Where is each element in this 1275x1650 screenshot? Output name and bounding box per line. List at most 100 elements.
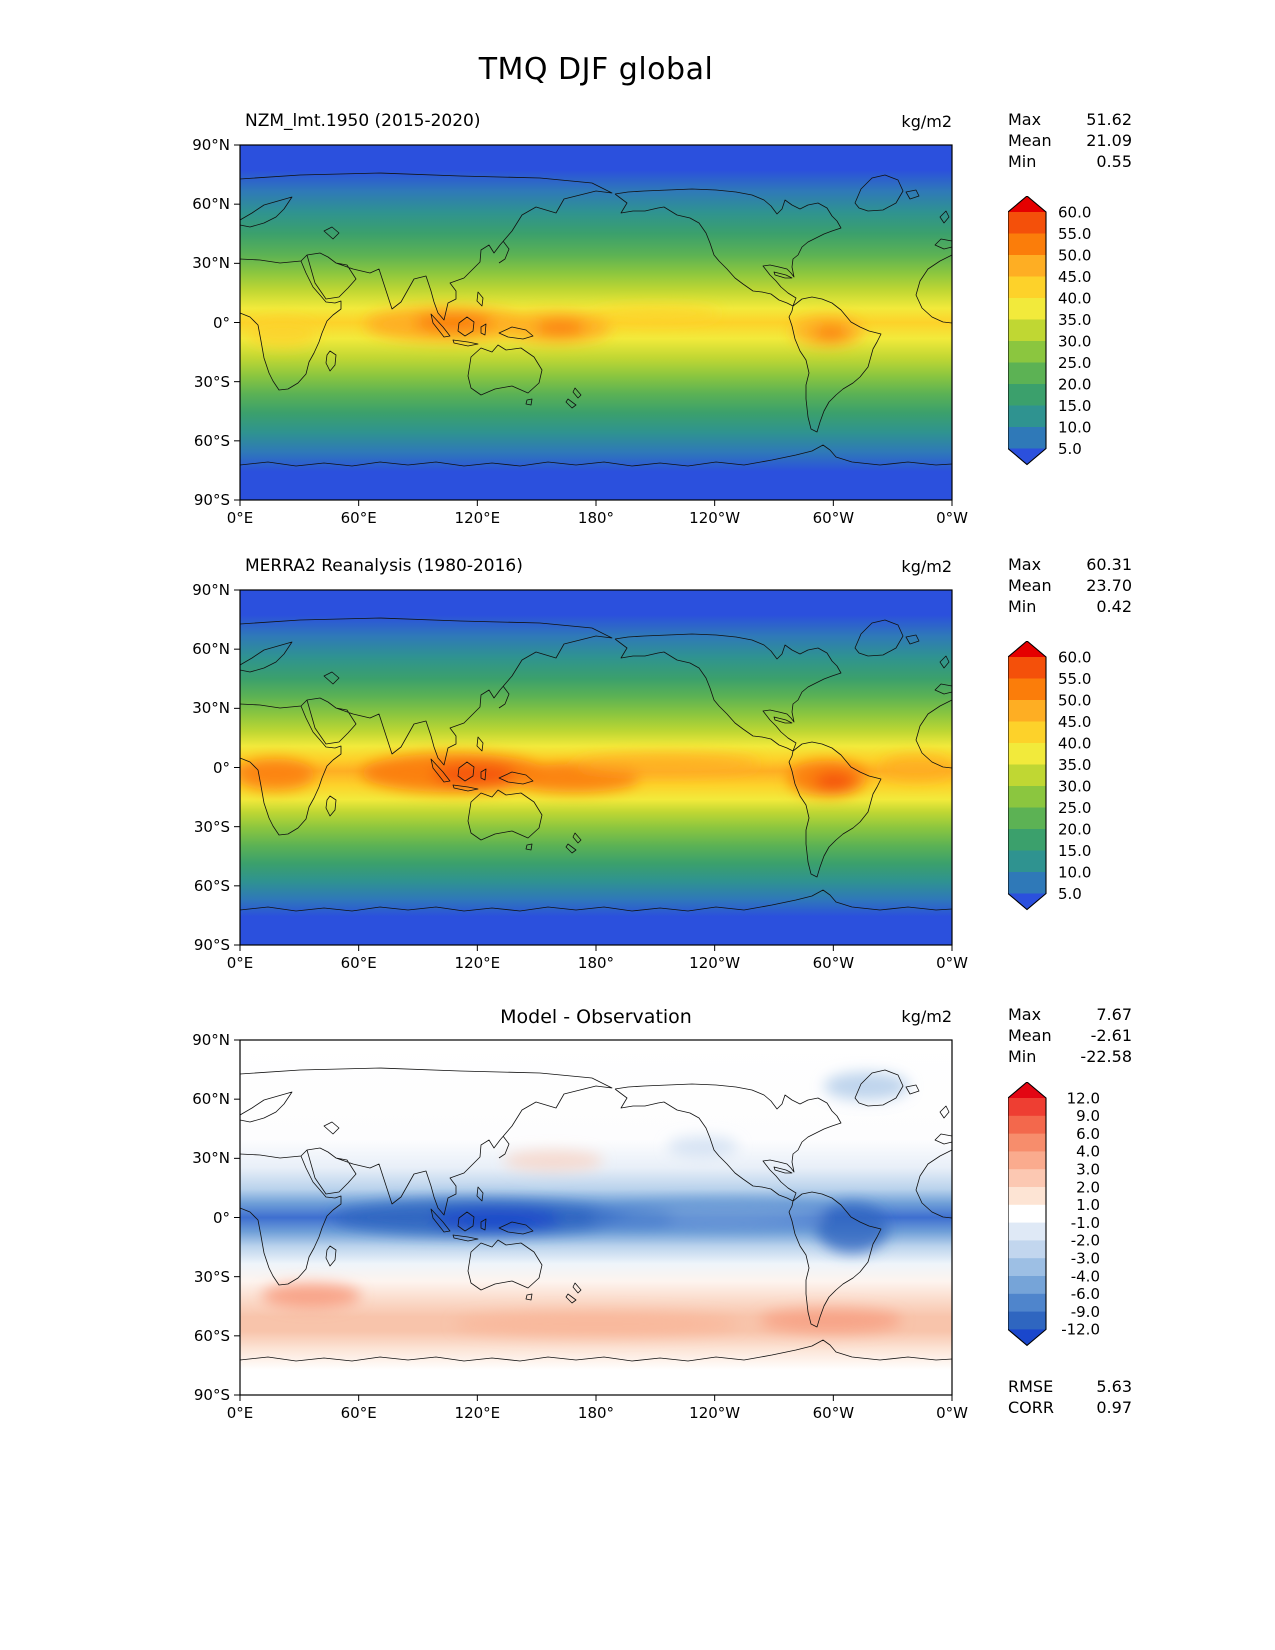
lon-tick-label: 60°E [340,509,377,527]
stat-label: RMSE [1008,1377,1054,1396]
lat-tick-label: 90°N [192,1031,230,1049]
colorbar-reference: 60.0 55.0 50.0 45.0 40.0 35.0 30.0 25.0 20.0 15.0… [1007,640,1158,921]
lat-tick-label: 60°S [193,876,230,895]
stat-value: 0.55 [1096,152,1132,171]
colorbar-tick-label: 45.0 [1058,713,1091,731]
coastline-path [239,617,953,912]
colorbar-tick-label: 5.0 [1058,885,1082,903]
stat-row-min: Min 0.42 [1008,596,1132,617]
colorbar-tick-label: 6.0 [1076,1125,1100,1143]
longitude-axis: 0°E 60°E 120°E 180° 120°W 60°W 0°W [227,954,968,974]
latitude-axis: 90°N 60°N 30°N 0° 30°S 60°S 90°S [140,1031,230,1404]
stats-block: Max 60.31 Mean 23.70 Min 0.42 [1008,554,1132,617]
colorbar-tick-label: 25.0 [1058,354,1091,372]
lon-tick-label: 0°W [936,954,968,972]
lon-tick-label: 120°E [454,1404,501,1422]
colorbar-canvas: 12.09.06.04.03.02.01.0-1.0-2.0-3.0-4.0-6… [1007,1081,1100,1347]
stat-label: Max [1008,110,1042,129]
lat-tick-label: 90°S [193,936,230,954]
colorbar-tick-label: 30.0 [1058,777,1091,795]
stat-value: -2.61 [1090,1026,1132,1045]
panel-difference: Model - Observation kg/m2 Max 7.67 Mean -2… [0,984,1275,1484]
colorbar-tick-label: 15.0 [1058,842,1091,860]
stat-label: CORR [1008,1398,1054,1417]
lon-tick-label: 180° [577,509,615,527]
colorbar-tick-label: -1.0 [1071,1214,1100,1232]
stat-row-mean: Mean -2.61 [1008,1025,1132,1046]
stat-row-rmse: RMSE 5.63 [1008,1376,1132,1397]
lat-tick-label: 90°S [193,491,230,509]
stat-label: Max [1008,1005,1042,1024]
colorbar-tick-label: 35.0 [1058,311,1091,329]
colorbar-tick-label: 20.0 [1058,820,1091,838]
stat-label: Min [1008,152,1037,171]
latitude-axis: 90°N 60°N 30°N 0° 30°S 60°S 90°S [140,136,230,509]
colorbar-tick-label: 3.0 [1076,1160,1100,1178]
longitude-axis: 0°E 60°E 120°E 180° 120°W 60°W 0°W [227,509,968,529]
lon-tick-label: 60°W [812,1404,855,1422]
lat-tick-label: 30°N [192,254,230,273]
lat-tick-label: 60°N [192,1090,230,1109]
colorbar-tick-label: 50.0 [1058,246,1091,264]
colorbar-tick-label: 15.0 [1058,397,1091,415]
colorbar-tick-label: 45.0 [1058,268,1091,286]
lat-tick-label: 60°S [193,1326,230,1345]
stat-row-max: Max 7.67 [1008,1004,1132,1025]
lon-tick-label: 60°W [812,954,855,972]
stat-value: 5.63 [1096,1377,1132,1396]
lon-tick-label: 60°W [812,509,855,527]
units-label: kg/m2 [901,1007,952,1026]
stat-value: 60.31 [1086,555,1132,574]
lon-tick-label: 0°E [226,954,254,972]
stat-value: 7.67 [1096,1005,1132,1024]
lat-tick-label: 30°N [192,699,230,718]
colorbar-tick-label: 55.0 [1058,225,1091,243]
lon-tick-label: 180° [577,1404,615,1422]
latitude-axis: 90°N 60°N 30°N 0° 30°S 60°S 90°S [140,581,230,954]
colorbar-tick-label: 30.0 [1058,332,1091,350]
lon-tick-label: 60°E [340,954,377,972]
lat-tick-label: 30°S [193,372,230,391]
panel-reference: MERRA2 Reanalysis (1980-2016) kg/m2 Max 6… [0,534,1275,1034]
colorbar-tick-label: -2.0 [1071,1232,1100,1250]
stat-row-mean: Mean 21.09 [1008,130,1132,151]
colorbar-tick-label: 40.0 [1058,289,1091,307]
units-label: kg/m2 [901,557,952,576]
stat-label: Mean [1008,576,1052,595]
stats-block: Max 51.62 Mean 21.09 Min 0.55 [1008,109,1132,172]
map-model [234,144,953,506]
lon-tick-label: 60°E [340,1404,377,1422]
lon-tick-label: 0°E [226,1404,254,1422]
panel-title: MERRA2 Reanalysis (1980-2016) [245,556,523,576]
skill-stats-block: RMSE 5.63 CORR 0.97 [1008,1376,1132,1418]
colorbar-tick-label: 50.0 [1058,691,1091,709]
colorbar-tick-label: 60.0 [1058,648,1091,666]
stat-row-max: Max 60.31 [1008,554,1132,575]
colorbar-tick-label: -12.0 [1061,1321,1100,1339]
stat-label: Min [1008,1047,1037,1066]
colorbar-tick-label: 35.0 [1058,756,1091,774]
lon-tick-label: 120°W [689,509,741,527]
map-canvas [234,144,953,506]
colorbar-canvas: 60.0 55.0 50.0 45.0 40.0 35.0 30.0 25.0 20.0 15.0… [1007,195,1091,466]
colorbar-tick-label: -3.0 [1071,1249,1100,1267]
lat-tick-label: 90°N [192,581,230,599]
stat-row-mean: Mean 23.70 [1008,575,1132,596]
stat-label: Max [1008,555,1042,574]
map-canvas [234,1039,953,1401]
stat-row-min: Min -22.58 [1008,1046,1132,1067]
colorbar-model: 60.0 55.0 50.0 45.0 40.0 35.0 30.0 25.0 20.0 15.0… [1007,195,1158,476]
colorbar-canvas: 60.0 55.0 50.0 45.0 40.0 35.0 30.0 25.0 20.0 15.0… [1007,640,1091,911]
stat-value: 0.97 [1096,1398,1132,1417]
lat-tick-label: 30°S [193,1267,230,1286]
lat-tick-label: 0° [212,1208,230,1227]
colorbar-tick-label: 20.0 [1058,375,1091,393]
map-difference [234,1039,953,1401]
stat-value: -22.58 [1080,1047,1132,1066]
colorbar-tick-label: 9.0 [1076,1107,1100,1125]
stat-value: 23.70 [1086,576,1132,595]
panel-model: NZM_lmt.1950 (2015-2020) kg/m2 Max 51.62 … [0,89,1275,589]
colorbar-tick-label: 55.0 [1058,670,1091,688]
longitude-axis: 0°E 60°E 120°E 180° 120°W 60°W 0°W [227,1404,968,1424]
